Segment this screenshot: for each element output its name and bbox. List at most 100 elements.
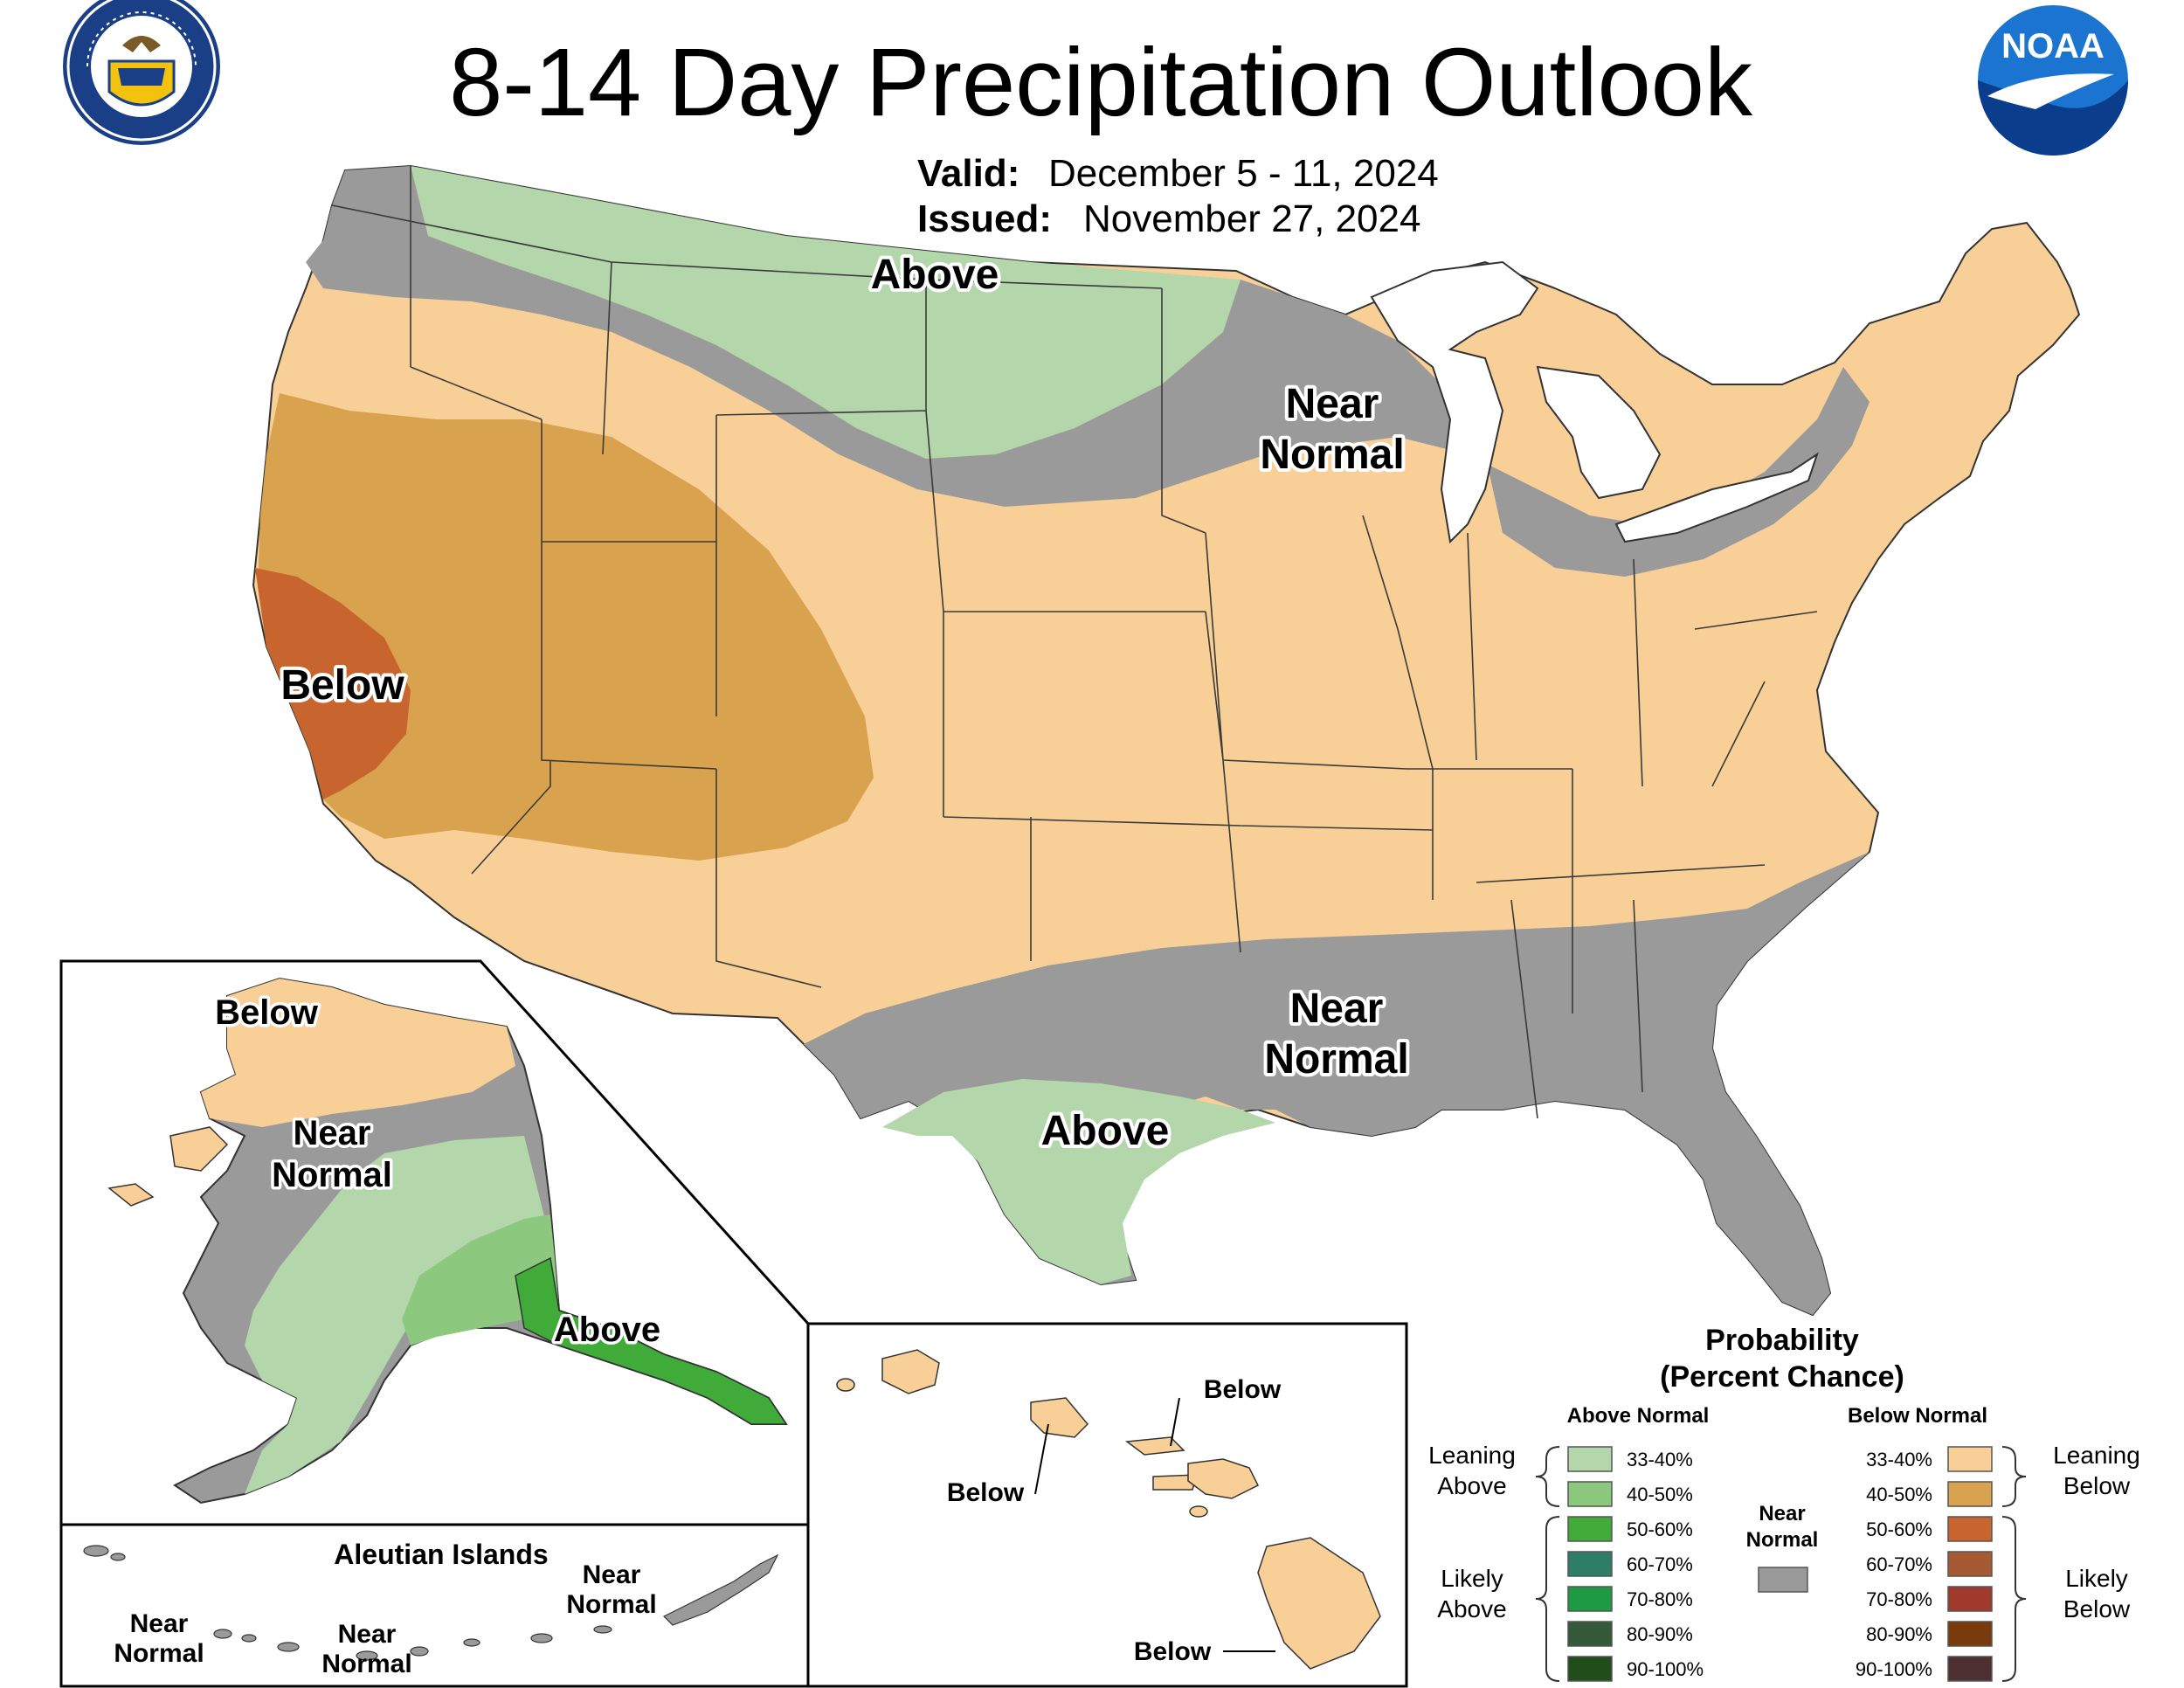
swatch-below-50-60 [1947, 1516, 1993, 1542]
legend-leaning-above-1: Leaning [1428, 1442, 1516, 1469]
issued-label: Issued: [917, 197, 1052, 240]
legend-leaning-below-1: Leaning [2053, 1442, 2140, 1469]
above-range-3: 50-60% [1627, 1519, 1693, 1540]
below-range-5: 70-80% [1866, 1588, 1932, 1610]
legend-braces [1535, 1446, 2027, 1682]
below-50-60-region [255, 568, 411, 799]
label-near-north-2: Normal [1260, 432, 1404, 478]
commerce-seal-logo [63, 0, 220, 145]
legend-near-2: Normal [1746, 1528, 1819, 1552]
legend-above-header: Above Normal [1567, 1404, 1710, 1428]
page-title: 8-14 Day Precipitation Outlook [449, 29, 1753, 136]
valid-label: Valid: [917, 152, 1019, 195]
swatch-above-40-50 [1567, 1481, 1613, 1507]
alaska-below-region [201, 979, 515, 1127]
legend-near-1: Near [1759, 1502, 1805, 1525]
legend-below-ranges: 33-40% 40-50% 50-60% 60-70% 70-80% 80-90… [1856, 1449, 1932, 1680]
below-40-50-region [258, 393, 874, 861]
aleutian-mid-1: Near [338, 1620, 397, 1649]
swatch-above-60-70 [1567, 1551, 1613, 1577]
aleutian-east-2: Normal [566, 1590, 656, 1619]
alaska-above-40-50-region [402, 1214, 559, 1346]
alaska-label-near-1: Near [294, 1114, 371, 1152]
below-range-6: 80-90% [1866, 1623, 1932, 1645]
noaa-logo: NOAA [1978, 5, 2128, 156]
label-above-texas: Above [1041, 1108, 1170, 1154]
below-range-7: 90-100% [1856, 1658, 1932, 1680]
great-lakes [1370, 260, 1819, 544]
issued-value: November 27, 2024 [1083, 197, 1420, 240]
above-range-2: 40-50% [1627, 1484, 1693, 1505]
state-boundaries [331, 166, 1818, 1119]
valid-value: December 5 - 11, 2024 [1048, 152, 1439, 195]
alaska-above-50-60-region [515, 1256, 788, 1425]
legend-leaning-above-2: Above [1437, 1472, 1506, 1499]
legend: Probability (Percent Chance) Above Norma… [1428, 1324, 2140, 1682]
legend-heading-2: (Percent Chance) [1660, 1360, 1904, 1394]
label-near-north-1: Near [1286, 381, 1379, 427]
swatch-near-normal [1758, 1567, 1808, 1593]
alaska-label-below: Below [215, 993, 319, 1032]
aleutian-west-1: Near [130, 1609, 189, 1638]
legend-likely-below-1: Likely [2065, 1565, 2128, 1592]
legend-likely-above-2: Above [1437, 1595, 1506, 1622]
hawaii-label-big-island: Below [1134, 1637, 1212, 1666]
label-near-south-2: Normal [1264, 1036, 1408, 1083]
above-range-7: 90-100% [1627, 1658, 1704, 1680]
label-near-south-1: Near [1290, 986, 1384, 1032]
swatch-below-80-90 [1947, 1621, 1993, 1647]
alaska-inset: Below Near Normal Above [59, 959, 810, 1526]
swatch-below-60-70 [1947, 1551, 1993, 1577]
swatch-above-33-40 [1567, 1446, 1613, 1472]
above-texas-region [882, 1079, 1275, 1284]
legend-above-ranges: 33-40% 40-50% 50-60% 60-70% 70-80% 80-90… [1627, 1449, 1704, 1680]
below-range-3: 50-60% [1866, 1519, 1932, 1540]
label-below-west: Below [280, 662, 404, 709]
above-range-5: 70-80% [1627, 1588, 1693, 1610]
legend-leaning-below-2: Below [2063, 1472, 2131, 1499]
legend-below-header: Below Normal [1848, 1404, 1987, 1428]
legend-likely-below-2: Below [2063, 1595, 2131, 1622]
near-normal-north-region [306, 166, 1870, 577]
hawaii-islands [836, 1349, 1381, 1670]
aleutian-inset: Aleutian Islands Near Normal Near Normal… [59, 1523, 810, 1688]
hawaii-label-kauai: Below [1204, 1375, 1282, 1404]
swatch-above-70-80 [1567, 1586, 1613, 1612]
alaska-above-33-40-region [245, 1136, 555, 1494]
alaska-label-near-2: Normal [272, 1156, 392, 1194]
swatch-above-50-60 [1567, 1516, 1613, 1542]
legend-heading-1: Probability [1705, 1324, 1859, 1357]
conus-map: Above Near Normal Below Near Normal Abov… [252, 164, 2081, 1317]
alaska-seward-below [169, 1126, 229, 1172]
aleutian-west-2: Normal [114, 1639, 204, 1668]
aleutian-mid-2: Normal [321, 1650, 411, 1678]
legend-above-swatches [1567, 1446, 1613, 1682]
below-range-4: 60-70% [1866, 1553, 1932, 1575]
aleutian-east-1: Near [583, 1560, 641, 1589]
aleutian-islands [83, 1545, 779, 1661]
noaa-logo-text: NOAA [2001, 27, 2105, 66]
hawaii-inset: Below Below Below [806, 1322, 1408, 1688]
legend-likely-above-1: Likely [1441, 1565, 1503, 1592]
below-range-2: 40-50% [1866, 1484, 1932, 1505]
aleutian-title: Aleutian Islands [334, 1539, 548, 1570]
label-above-north: Above [871, 252, 999, 298]
above-north-region [406, 166, 1241, 459]
alaska-label-above: Above [554, 1311, 660, 1349]
swatch-above-80-90 [1567, 1621, 1613, 1647]
above-range-6: 80-90% [1627, 1623, 1693, 1645]
above-range-4: 60-70% [1627, 1553, 1693, 1575]
below-range-1: 33-40% [1866, 1449, 1932, 1470]
st-lawrence-island [107, 1183, 155, 1207]
swatch-below-33-40 [1947, 1446, 1993, 1472]
legend-below-swatches [1947, 1446, 1993, 1682]
hawaii-inset-frame [806, 1322, 1408, 1688]
above-range-1: 33-40% [1627, 1449, 1693, 1470]
swatch-below-40-50 [1947, 1481, 1993, 1507]
swatch-below-90-100 [1947, 1656, 1993, 1682]
swatch-above-90-100 [1567, 1656, 1613, 1682]
hawaii-leader-lines [1034, 1397, 1275, 1652]
hawaii-label-oahu: Below [947, 1478, 1025, 1507]
swatch-below-70-80 [1947, 1586, 1993, 1612]
